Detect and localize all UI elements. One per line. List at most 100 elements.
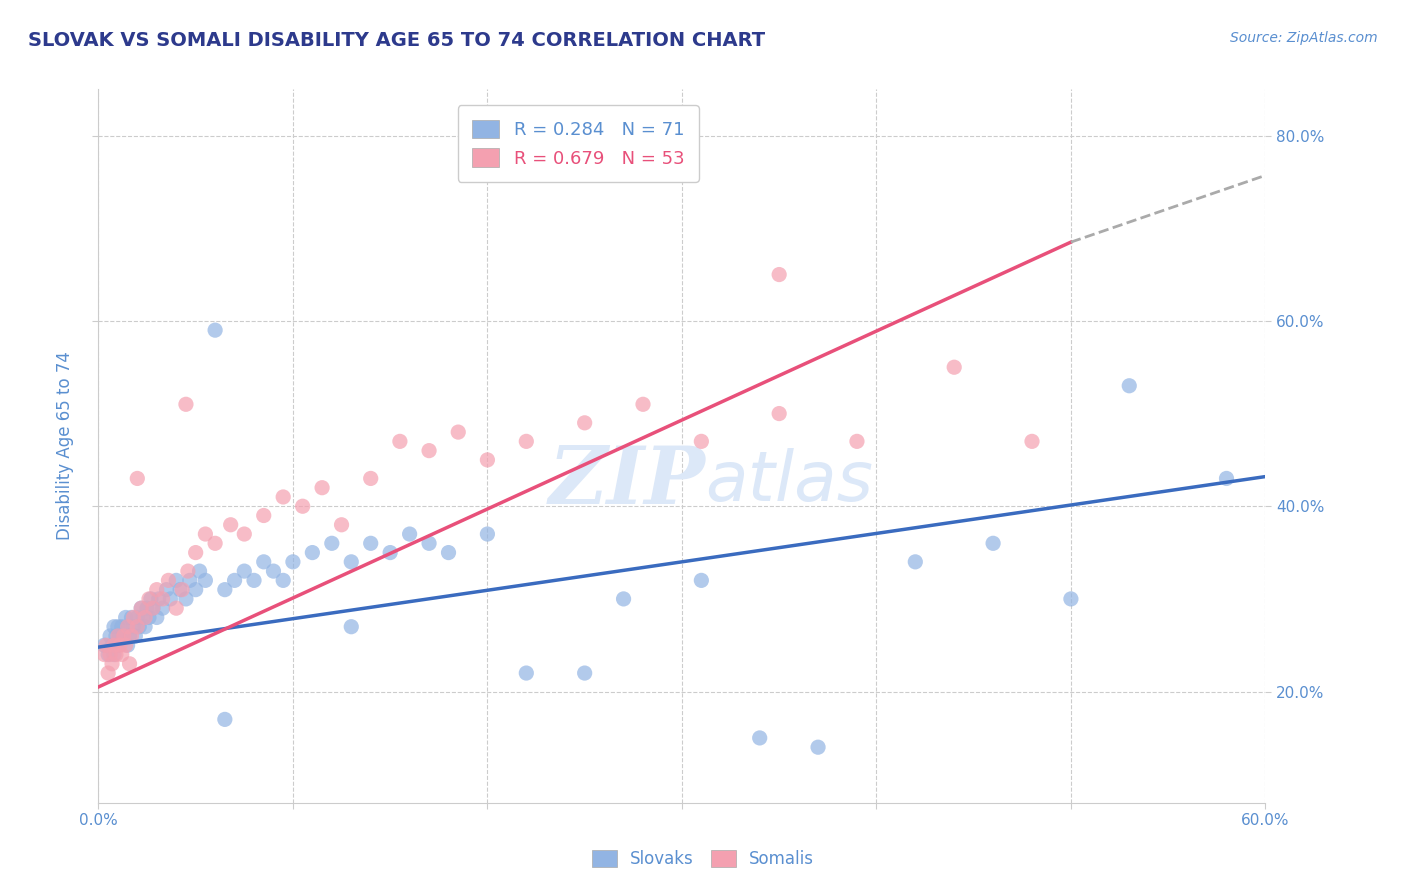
Point (121, 629, 143, 643)
Point (114, 610, 136, 624)
Legend: R = 0.284   N = 71, R = 0.679   N = 53: R = 0.284 N = 71, R = 0.679 N = 53 (457, 105, 699, 182)
Point (219, 517, 242, 532)
Point (129, 601, 152, 615)
Point (138, 610, 160, 624)
Point (291, 500, 314, 514)
Point (418, 536, 440, 550)
Point (418, 443, 440, 458)
Point (574, 666, 596, 681)
Point (179, 574, 201, 588)
Text: ZIP: ZIP (548, 443, 706, 520)
Point (243, 574, 266, 588)
Point (101, 638, 124, 652)
Point (846, 434, 869, 449)
Point (340, 620, 363, 634)
Point (129, 601, 152, 615)
Point (437, 545, 460, 559)
Text: Source: ZipAtlas.com: Source: ZipAtlas.com (1230, 31, 1378, 45)
Point (104, 629, 127, 643)
Point (93, 638, 115, 652)
Point (447, 425, 470, 439)
Point (321, 536, 343, 550)
Point (117, 620, 139, 634)
Point (360, 471, 382, 485)
Point (112, 629, 135, 643)
Point (98, 629, 121, 643)
Point (103, 620, 125, 634)
Point (111, 648, 134, 662)
Point (101, 657, 124, 671)
Point (93, 648, 115, 662)
Point (515, 434, 537, 449)
Point (122, 620, 145, 634)
Point (174, 397, 197, 411)
Point (107, 638, 129, 652)
Point (97, 648, 120, 662)
Point (165, 601, 187, 615)
Point (224, 574, 246, 588)
Point (157, 574, 180, 588)
Point (114, 638, 136, 652)
Point (768, 268, 790, 282)
Point (148, 591, 170, 606)
Text: atlas: atlas (706, 448, 873, 516)
Point (107, 629, 129, 643)
Point (194, 527, 217, 541)
Point (690, 574, 713, 588)
Point (146, 582, 169, 597)
Point (155, 582, 177, 597)
Point (127, 610, 149, 624)
Point (96, 638, 118, 652)
Point (340, 555, 363, 569)
Point (103, 648, 125, 662)
Point (111, 620, 134, 634)
Point (184, 545, 207, 559)
Point (98, 648, 121, 662)
Point (253, 555, 276, 569)
Point (1215, 471, 1237, 485)
Point (146, 610, 169, 624)
Point (134, 610, 156, 624)
Point (515, 666, 537, 681)
Point (128, 620, 150, 634)
Point (142, 601, 165, 615)
Point (139, 591, 162, 606)
Point (104, 648, 127, 662)
Point (108, 638, 131, 652)
Legend: Slovaks, Somalis: Slovaks, Somalis (585, 843, 821, 875)
Point (152, 601, 174, 615)
Point (124, 629, 146, 643)
Point (204, 323, 226, 337)
Point (132, 610, 155, 624)
Point (574, 416, 596, 430)
Point (103, 638, 125, 652)
Point (159, 591, 181, 606)
Point (262, 564, 284, 578)
Point (118, 629, 141, 643)
Point (748, 731, 770, 745)
Point (194, 574, 217, 588)
Point (477, 453, 499, 467)
Point (768, 407, 790, 421)
Point (170, 582, 193, 597)
Point (142, 601, 165, 615)
Point (117, 638, 139, 652)
Point (301, 545, 323, 559)
Point (271, 574, 294, 588)
Point (233, 527, 256, 541)
Point (177, 564, 200, 578)
Point (122, 610, 145, 624)
Point (152, 591, 174, 606)
Point (121, 610, 143, 624)
Point (388, 434, 411, 449)
Point (214, 582, 236, 597)
Point (631, 397, 654, 411)
Text: SLOVAK VS SOMALI DISABILITY AGE 65 TO 74 CORRELATION CHART: SLOVAK VS SOMALI DISABILITY AGE 65 TO 74… (28, 31, 765, 50)
Y-axis label: Disability Age 65 to 74: Disability Age 65 to 74 (56, 351, 75, 541)
Point (943, 360, 966, 375)
Point (477, 527, 499, 541)
Point (118, 657, 141, 671)
Point (127, 471, 149, 485)
Point (134, 620, 156, 634)
Point (136, 601, 159, 615)
